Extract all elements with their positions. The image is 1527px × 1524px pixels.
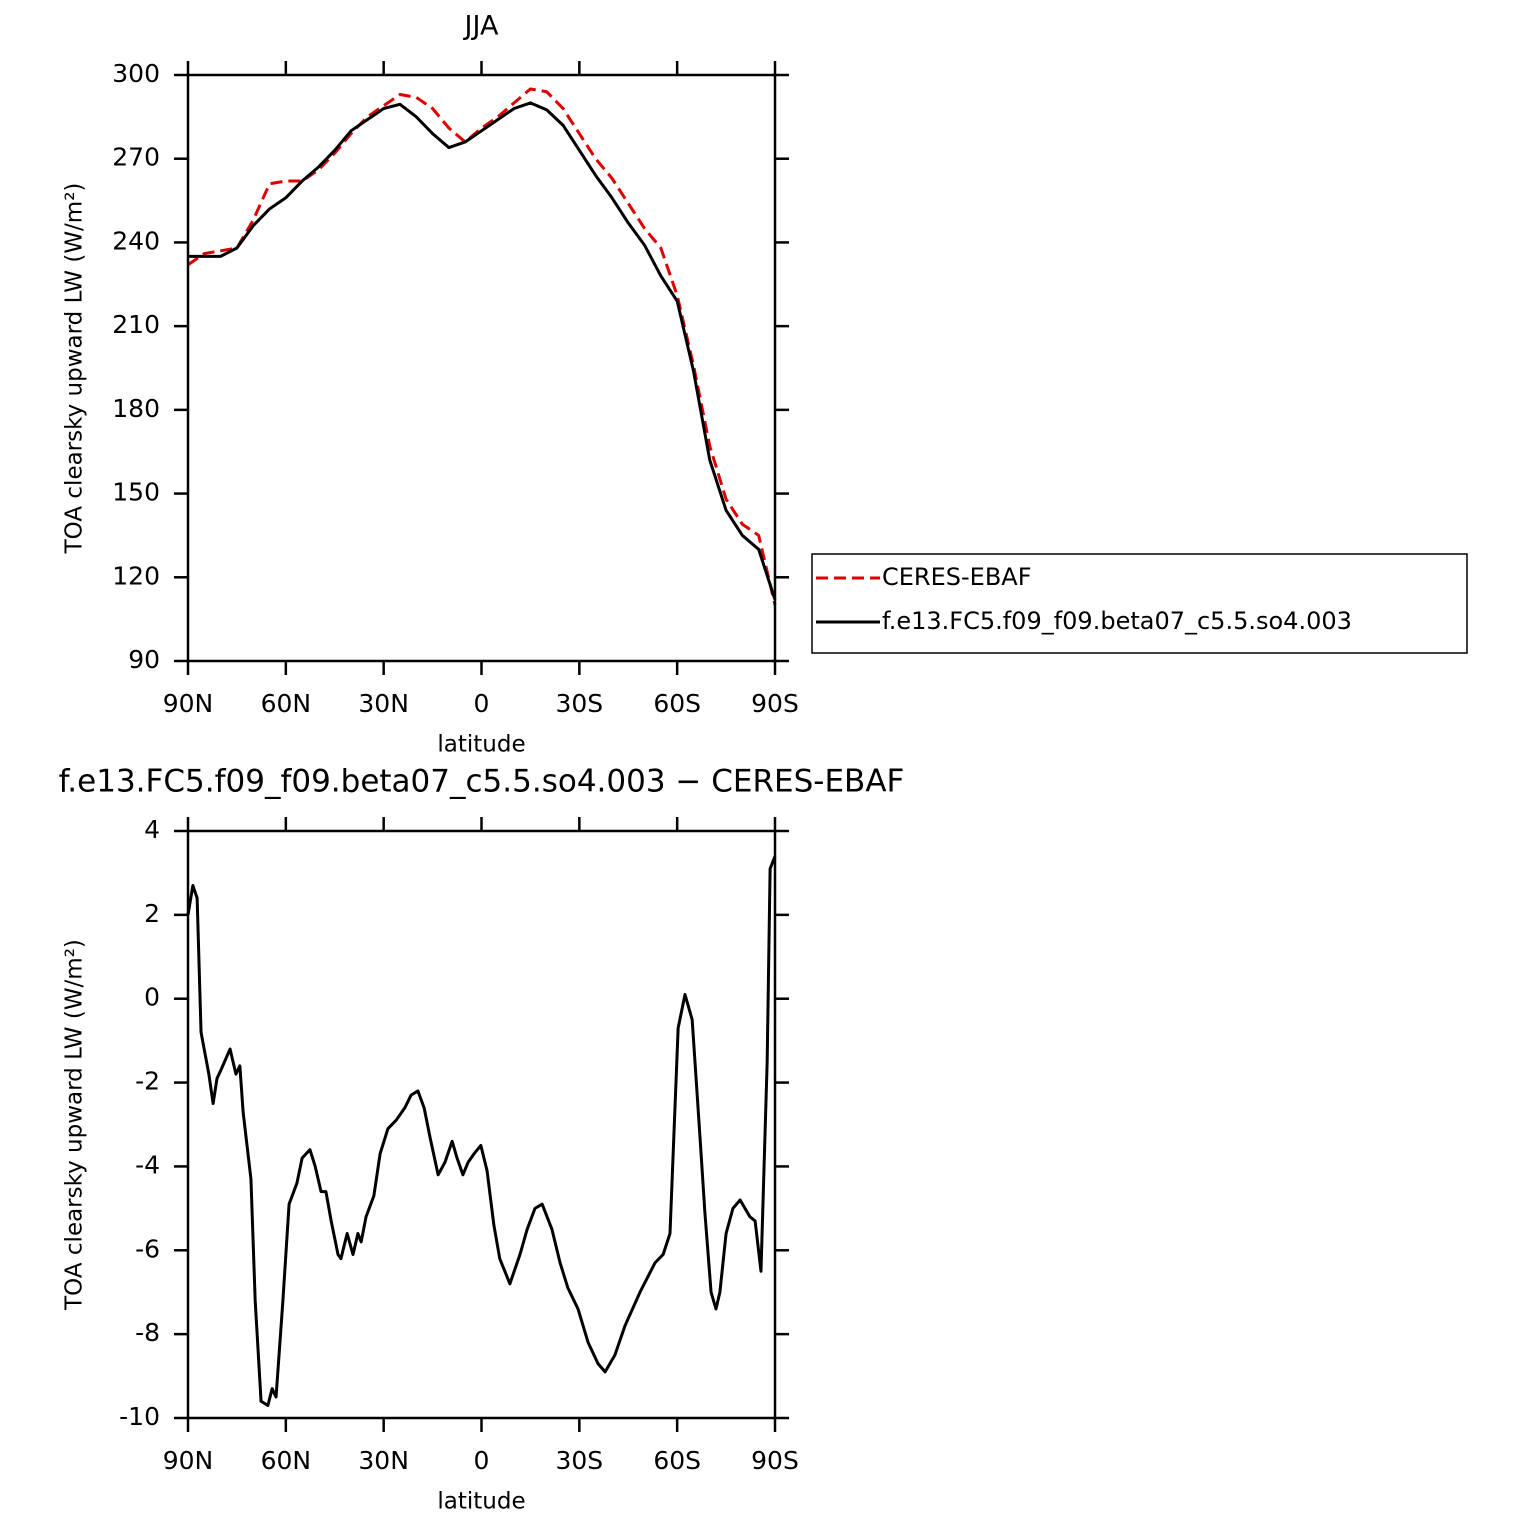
x-tick-label: 30S [555,1446,603,1475]
plot-frame [186,73,777,663]
x-axis-label: latitude [437,732,525,758]
y-tick-label: -2 [135,1067,160,1096]
x-tick-label: 60N [261,1446,312,1475]
x-tick-label: 90S [751,1446,799,1475]
y-tick-label: 270 [112,143,160,172]
legend-label: f.e13.FC5.f09_f09.beta07_c5.5.so4.003 [882,607,1352,635]
x-tick-label: 60N [261,689,312,718]
chart-title: JJA [463,11,499,42]
x-tick-label: 90N [163,1446,214,1475]
y-tick-label: 300 [112,59,160,88]
y-tick-label: -4 [135,1150,160,1179]
y-tick-label: 210 [112,310,160,339]
x-tick-label: 60S [653,1446,701,1475]
x-tick-label: 0 [474,689,490,718]
y-tick-label: 150 [112,478,160,507]
y-axis-label: TOA clearsky upward LW (W/m²) [62,183,88,555]
x-tick-label: 90S [751,689,799,718]
legend-frame [811,553,1468,654]
y-tick-label: 90 [128,645,160,674]
legend-label: CERES-EBAF [882,563,1032,591]
y-tick-label: 120 [112,561,160,590]
y-tick-label: -6 [135,1234,160,1263]
x-tick-label: 60S [653,689,701,718]
x-tick-label: 0 [474,1446,490,1475]
x-tick-label: 30S [555,689,603,718]
legend: CERES-EBAF f.e13.FC5.f09_f09.beta07_c5.5.… [811,553,1468,654]
series-line [186,855,777,1407]
chart-title: f.e13.FC5.f09_f09.beta07_c5.5.so4.003 − … [59,764,905,800]
x-axis-label: latitude [437,1489,525,1515]
y-tick-label: 180 [112,394,160,423]
y-axis-label: TOA clearsky upward LW (W/m²) [62,939,88,1311]
y-tick-label: 2 [144,899,160,928]
y-tick-label: 0 [144,983,160,1012]
y-tick-label: 4 [144,815,160,844]
plot-frame [186,829,777,1420]
x-tick-label: 30N [358,1446,409,1475]
series-line [188,101,777,601]
y-tick-label: -8 [135,1318,160,1347]
x-tick-label: 30N [358,689,409,718]
x-tick-label: 90N [163,689,214,718]
y-tick-label: 240 [112,226,160,255]
y-tick-label: -10 [119,1402,160,1431]
